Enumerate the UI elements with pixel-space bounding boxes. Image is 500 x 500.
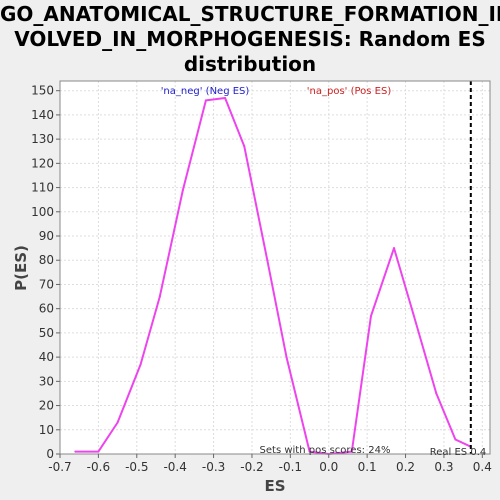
- series-line: [75, 97, 472, 455]
- plot-border: [59, 80, 491, 455]
- y-axis-label: P(ES): [12, 245, 30, 291]
- data-point: [243, 145, 246, 148]
- y-axis-ticks: 0 10 20 30 40 50 60 70 80 90 100 110 120 130 140 150: [31, 84, 60, 461]
- y-tick-label: 140: [31, 108, 54, 122]
- data-point: [454, 438, 457, 441]
- data-point: [139, 363, 142, 366]
- y-tick-label: 70: [39, 277, 54, 291]
- chart-title-line-2: VOLVED_IN_MORPHOGENESIS: Random ES: [14, 27, 486, 51]
- y-tick-label: 0: [46, 447, 54, 461]
- data-point: [204, 99, 207, 102]
- data-point: [412, 312, 415, 315]
- x-tick-label: -0.4: [163, 460, 186, 474]
- y-tick-label: 120: [31, 156, 54, 170]
- x-tick-label: -0.6: [87, 460, 110, 474]
- x-tick-label: 0.0: [319, 460, 338, 474]
- y-tick-label: 20: [39, 399, 54, 413]
- chart-title: GO_ANATOMICAL_STRUCTURE_FORMATION_IN VOL…: [0, 2, 500, 77]
- y-tick-label: 90: [39, 229, 54, 243]
- series-group: [74, 96, 472, 455]
- x-tick-label: -0.2: [240, 460, 263, 474]
- x-tick-label: 0.4: [473, 460, 492, 474]
- data-point: [435, 392, 438, 395]
- data-point: [224, 96, 227, 99]
- data-point: [158, 295, 161, 298]
- y-tick-label: 130: [31, 132, 54, 146]
- chart-title-line-1: GO_ANATOMICAL_STRUCTURE_FORMATION_IN: [0, 2, 500, 26]
- x-tick-label: 0.3: [434, 460, 453, 474]
- sets-pos-scores-annotation: Sets with pos scores: 24%: [260, 445, 391, 456]
- data-point: [393, 247, 396, 250]
- data-point: [308, 450, 311, 453]
- pos-es-annotation: 'na_pos' (Pos ES): [307, 86, 392, 97]
- data-point: [285, 356, 288, 359]
- x-tick-label: -0.5: [125, 460, 148, 474]
- data-point: [181, 188, 184, 191]
- y-tick-label: 40: [39, 350, 54, 364]
- neg-es-annotation: 'na_neg' (Neg ES): [161, 86, 250, 97]
- data-point: [116, 421, 119, 424]
- x-tick-label: 0.1: [358, 460, 377, 474]
- data-point: [266, 259, 269, 262]
- data-point: [369, 314, 372, 317]
- y-tick-label: 110: [31, 181, 54, 195]
- y-tick-label: 150: [31, 84, 54, 98]
- real-es-label: Real ES 0.4: [430, 447, 486, 458]
- y-tick-label: 100: [31, 205, 54, 219]
- x-tick-label: 0.2: [396, 460, 415, 474]
- data-point: [350, 450, 353, 453]
- y-tick-label: 30: [39, 374, 54, 388]
- y-tick-label: 10: [39, 423, 54, 437]
- plot-area: [60, 81, 490, 454]
- data-point: [97, 450, 100, 453]
- y-tick-label: 60: [39, 302, 54, 316]
- y-tick-label: 50: [39, 326, 54, 340]
- data-point: [74, 450, 77, 453]
- x-tick-label: -0.1: [279, 460, 302, 474]
- y-tick-label: 80: [39, 253, 54, 267]
- x-tick-label: -0.7: [48, 460, 71, 474]
- x-axis-label: ES: [264, 477, 285, 495]
- x-axis-ticks: -0.7 -0.6 -0.5 -0.4 -0.3 -0.2 -0.1 0.0 0.1 0.2 0.3…: [48, 454, 492, 474]
- x-tick-label: -0.3: [202, 460, 225, 474]
- chart-title-line-3: distribution: [183, 52, 317, 76]
